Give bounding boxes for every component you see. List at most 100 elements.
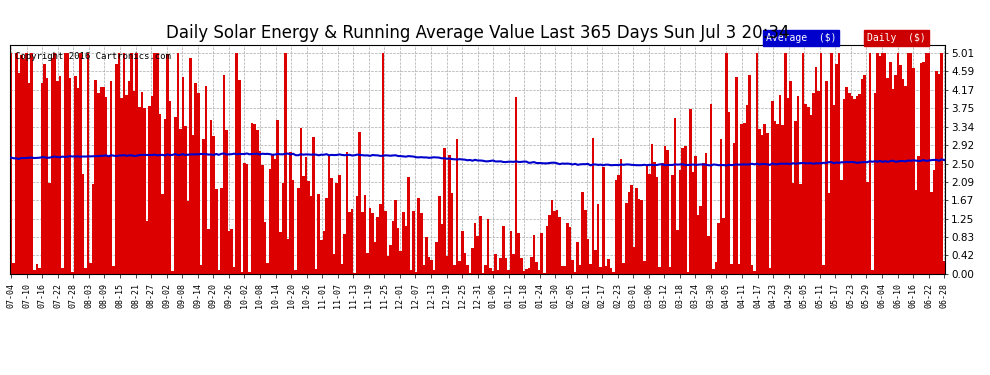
Bar (302, 177, 305, 274)
Bar (133, 91, 136, 274)
Bar (205, 86, 207, 274)
Bar (181, 76, 184, 274)
Bar (748, 75, 750, 274)
Bar (141, 92, 144, 274)
Bar (545, 226, 548, 274)
Bar (933, 170, 936, 274)
Bar (838, 53, 841, 274)
Bar (213, 136, 215, 274)
Bar (402, 212, 405, 274)
Bar (612, 272, 615, 274)
Bar (107, 156, 110, 274)
Bar (502, 226, 505, 274)
Bar (550, 200, 553, 274)
Bar (479, 216, 481, 274)
Bar (742, 123, 745, 274)
Bar (720, 139, 723, 274)
Bar (163, 119, 166, 274)
Bar (18, 73, 20, 274)
Bar (374, 242, 376, 274)
Bar (202, 139, 205, 274)
Bar (431, 260, 433, 274)
Bar (428, 257, 431, 274)
Bar (571, 260, 574, 274)
Bar (256, 130, 258, 274)
Bar (920, 63, 923, 274)
Bar (333, 254, 336, 274)
Bar (758, 129, 761, 274)
Bar (815, 68, 818, 274)
Bar (453, 265, 455, 274)
Bar (663, 146, 666, 274)
Bar (184, 126, 187, 274)
Bar (755, 53, 758, 274)
Bar (638, 199, 641, 274)
Bar (236, 53, 238, 274)
Bar (536, 262, 538, 274)
Bar (87, 53, 89, 274)
Bar (144, 108, 146, 274)
Bar (779, 95, 781, 274)
Bar (868, 53, 871, 274)
Bar (525, 269, 528, 274)
Bar (353, 273, 356, 274)
Bar (138, 107, 141, 274)
Bar (238, 80, 241, 274)
Bar (436, 242, 438, 274)
Bar (28, 83, 31, 274)
Bar (710, 104, 712, 274)
Bar (641, 200, 643, 274)
Bar (940, 53, 942, 274)
Bar (555, 210, 558, 274)
Text: Daily  ($): Daily ($) (867, 33, 926, 43)
Bar (853, 99, 855, 274)
Bar (497, 270, 500, 274)
Bar (261, 165, 263, 274)
Bar (300, 128, 302, 274)
Bar (684, 146, 687, 274)
Bar (812, 93, 815, 274)
Bar (410, 270, 412, 274)
Bar (292, 180, 294, 274)
Bar (797, 96, 799, 274)
Bar (361, 211, 363, 274)
Bar (643, 261, 645, 274)
Bar (658, 267, 661, 274)
Bar (441, 224, 444, 274)
Bar (579, 265, 581, 274)
Bar (771, 101, 774, 274)
Bar (474, 223, 476, 274)
Bar (942, 261, 945, 274)
Bar (923, 63, 925, 274)
Bar (76, 88, 79, 274)
Bar (500, 258, 502, 274)
Bar (476, 236, 479, 274)
Bar (218, 270, 220, 274)
Bar (745, 105, 748, 274)
Bar (387, 256, 389, 274)
Bar (310, 196, 313, 274)
Bar (69, 78, 71, 274)
Bar (915, 190, 918, 274)
Bar (371, 213, 374, 274)
Bar (733, 144, 736, 274)
Bar (725, 53, 728, 274)
Bar (176, 53, 179, 274)
Bar (568, 227, 571, 274)
Bar (687, 272, 689, 274)
Bar (871, 270, 874, 274)
Bar (289, 152, 292, 274)
Bar (415, 272, 418, 274)
Bar (94, 80, 97, 274)
Bar (712, 269, 715, 274)
Bar (561, 266, 563, 274)
Bar (241, 272, 244, 274)
Bar (397, 228, 400, 274)
Bar (558, 217, 561, 274)
Bar (250, 123, 253, 274)
Bar (697, 215, 699, 274)
Bar (792, 183, 794, 274)
Bar (425, 237, 428, 274)
Bar (74, 76, 76, 274)
Bar (225, 130, 228, 274)
